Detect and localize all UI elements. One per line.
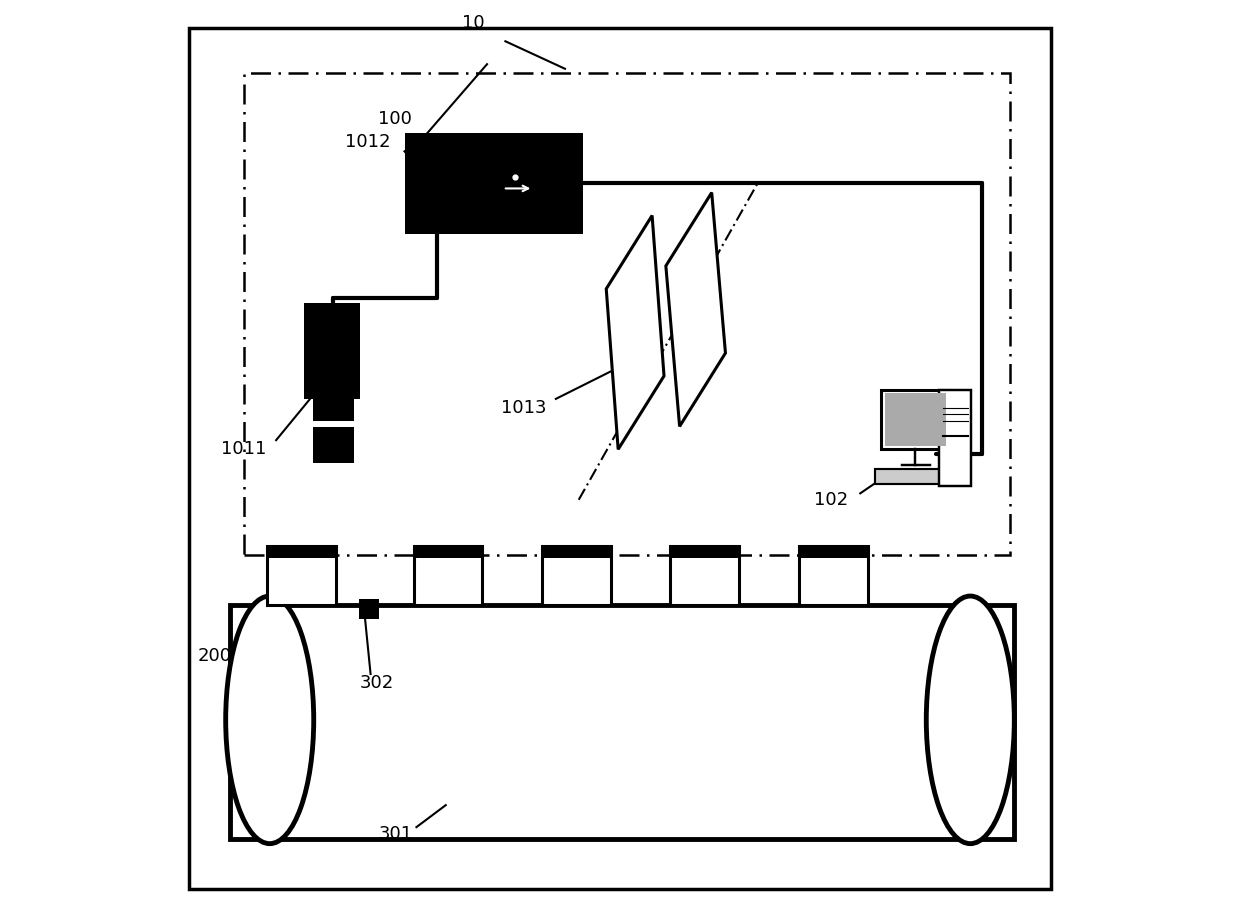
Bar [414,546,482,558]
Bar [799,546,868,605]
Bar [414,546,482,605]
Text: 1011: 1011 [222,440,267,458]
Bar [312,397,355,463]
Bar [875,469,956,484]
Text: 100: 100 [378,110,412,128]
Polygon shape [666,193,725,426]
Bar [404,133,583,234]
Bar [671,546,739,558]
Bar [885,393,946,446]
Text: 302: 302 [360,674,394,692]
Bar [312,422,355,426]
Text: 1012: 1012 [345,133,391,151]
Bar [882,390,950,449]
Bar [671,546,739,605]
Text: 301: 301 [378,825,413,844]
Bar [231,605,1014,839]
Text: 102: 102 [813,491,848,509]
Bar [267,546,336,605]
Text: 200: 200 [197,646,232,665]
Bar [799,546,868,558]
Bar [304,303,361,399]
Bar [542,546,611,605]
Polygon shape [606,215,663,449]
Bar [267,546,336,558]
Bar [542,546,611,558]
Ellipse shape [226,596,314,844]
Bar [358,599,379,619]
Bar [244,73,1009,555]
Text: 10: 10 [463,14,485,32]
Text: 1013: 1013 [501,399,547,417]
Bar [939,390,971,486]
Ellipse shape [926,596,1014,844]
